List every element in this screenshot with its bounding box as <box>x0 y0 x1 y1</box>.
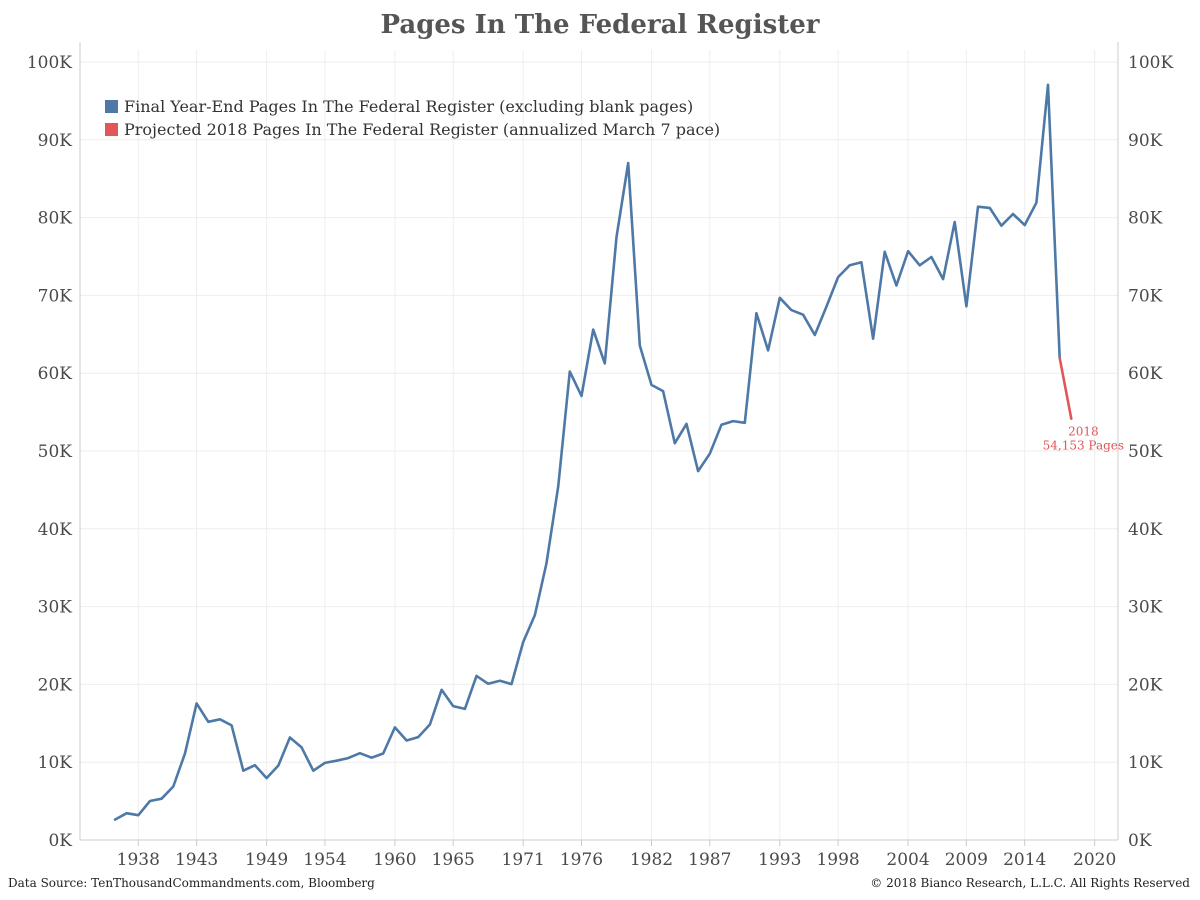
x-tick-label: 1949 <box>245 850 288 870</box>
y-tick-label-right: 40K <box>1128 520 1163 540</box>
y-tick-label-right: 50K <box>1128 442 1163 462</box>
final-pages-line <box>113 83 1061 821</box>
y-tick-label-left: 50K <box>38 442 73 462</box>
y-tick-label-right: 30K <box>1128 598 1163 618</box>
data-source-note: Data Source: TenThousandCommandments.com… <box>8 876 375 890</box>
y-tick-label-right: 60K <box>1128 364 1163 384</box>
y-tick-label-left: 40K <box>38 520 73 540</box>
axes: 0K 0K 10K 10K 20K 20K 30K 30K 40K 40K 50K 50K 60K 60K… <box>27 42 1173 870</box>
x-tick-label: 1965 <box>432 850 475 870</box>
x-tick-label: 2009 <box>945 850 988 870</box>
legend-swatch-projected <box>105 123 118 136</box>
x-tick-label: 1987 <box>688 850 731 870</box>
x-tick-label: 1954 <box>303 850 346 870</box>
y-tick-label-left: 80K <box>38 209 73 229</box>
x-tick-label: 1938 <box>117 850 160 870</box>
series-lines <box>113 83 1073 821</box>
x-tick-label: 1998 <box>816 850 859 870</box>
x-tick-label: 1982 <box>630 850 673 870</box>
y-tick-label-left: 30K <box>38 598 73 618</box>
x-tick-label: 1960 <box>373 850 416 870</box>
projected-pages-line <box>1058 356 1073 421</box>
x-tick-label: 1993 <box>758 850 801 870</box>
x-tick-label: 1971 <box>502 850 545 870</box>
x-tick-label: 1976 <box>560 850 603 870</box>
y-tick-label-right: 90K <box>1128 131 1163 151</box>
y-tick-label-right: 70K <box>1128 286 1163 306</box>
annotation-year: 2018 <box>1068 425 1099 439</box>
chart-title: Pages In The Federal Register <box>380 10 820 40</box>
x-tick-label: 2004 <box>886 850 929 870</box>
y-tick-label-left: 0K <box>48 831 72 851</box>
y-tick-label-left: 100K <box>27 53 72 73</box>
x-tick-label: 2014 <box>1003 850 1046 870</box>
y-tick-label-left: 20K <box>38 675 73 695</box>
legend-item-final[interactable]: Final Year-End Pages In The Federal Regi… <box>105 95 720 118</box>
x-tick-label: 1943 <box>175 850 218 870</box>
x-tick-label: 2020 <box>1073 850 1116 870</box>
legend-label-final: Final Year-End Pages In The Federal Regi… <box>124 97 694 116</box>
legend-item-projected[interactable]: Projected 2018 Pages In The Federal Regi… <box>105 118 720 141</box>
y-tick-label-left: 10K <box>38 753 73 773</box>
y-tick-label-left: 90K <box>38 131 73 151</box>
legend: Final Year-End Pages In The Federal Regi… <box>105 95 720 141</box>
legend-swatch-final <box>105 100 118 113</box>
grid-lines <box>80 50 1118 840</box>
legend-label-projected: Projected 2018 Pages In The Federal Regi… <box>124 120 721 139</box>
y-tick-label-right: 80K <box>1128 209 1163 229</box>
y-tick-label-right: 100K <box>1128 53 1173 73</box>
y-tick-label-right: 20K <box>1128 675 1163 695</box>
y-tick-label-right: 0K <box>1128 831 1152 851</box>
y-tick-label-left: 60K <box>38 364 73 384</box>
y-tick-label-right: 10K <box>1128 753 1163 773</box>
copyright-note: © 2018 Bianco Research, L.L.C. All Right… <box>870 876 1190 890</box>
y-tick-label-left: 70K <box>38 286 73 306</box>
annotation-pages: 54,153 Pages <box>1043 439 1124 453</box>
